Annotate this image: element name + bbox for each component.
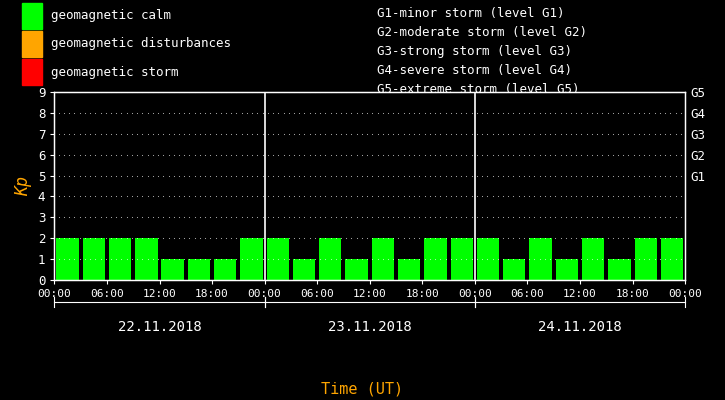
Bar <box>57 238 79 280</box>
Text: G3-strong storm (level G3): G3-strong storm (level G3) <box>377 45 572 58</box>
Bar <box>109 238 131 280</box>
Bar <box>214 259 236 280</box>
Bar <box>608 259 631 280</box>
Bar <box>135 238 157 280</box>
Bar <box>529 238 552 280</box>
Bar <box>450 238 473 280</box>
Bar <box>634 238 657 280</box>
Bar <box>22 31 42 57</box>
Bar <box>555 259 578 280</box>
Text: G1-minor storm (level G1): G1-minor storm (level G1) <box>377 7 565 20</box>
Bar <box>660 238 683 280</box>
Bar <box>22 3 42 29</box>
Bar <box>424 238 447 280</box>
Text: geomagnetic calm: geomagnetic calm <box>51 9 171 22</box>
Bar <box>372 238 394 280</box>
Bar <box>22 59 42 85</box>
Text: G5-extreme storm (level G5): G5-extreme storm (level G5) <box>377 83 579 96</box>
Bar <box>83 238 105 280</box>
Text: geomagnetic storm: geomagnetic storm <box>51 66 178 79</box>
Text: geomagnetic disturbances: geomagnetic disturbances <box>51 38 231 50</box>
Text: 24.11.2018: 24.11.2018 <box>538 320 622 334</box>
Text: Time (UT): Time (UT) <box>321 381 404 396</box>
Text: 23.11.2018: 23.11.2018 <box>328 320 412 334</box>
Bar <box>267 238 289 280</box>
Bar <box>188 259 210 280</box>
Bar <box>293 259 315 280</box>
Bar <box>582 238 605 280</box>
Text: G2-moderate storm (level G2): G2-moderate storm (level G2) <box>377 26 587 39</box>
Bar <box>477 238 500 280</box>
Y-axis label: Kp: Kp <box>14 176 33 196</box>
Text: G4-severe storm (level G4): G4-severe storm (level G4) <box>377 64 572 77</box>
Bar <box>240 238 262 280</box>
Text: 22.11.2018: 22.11.2018 <box>117 320 202 334</box>
Bar <box>162 259 184 280</box>
Bar <box>503 259 526 280</box>
Bar <box>345 259 368 280</box>
Bar <box>319 238 341 280</box>
Bar <box>398 259 420 280</box>
